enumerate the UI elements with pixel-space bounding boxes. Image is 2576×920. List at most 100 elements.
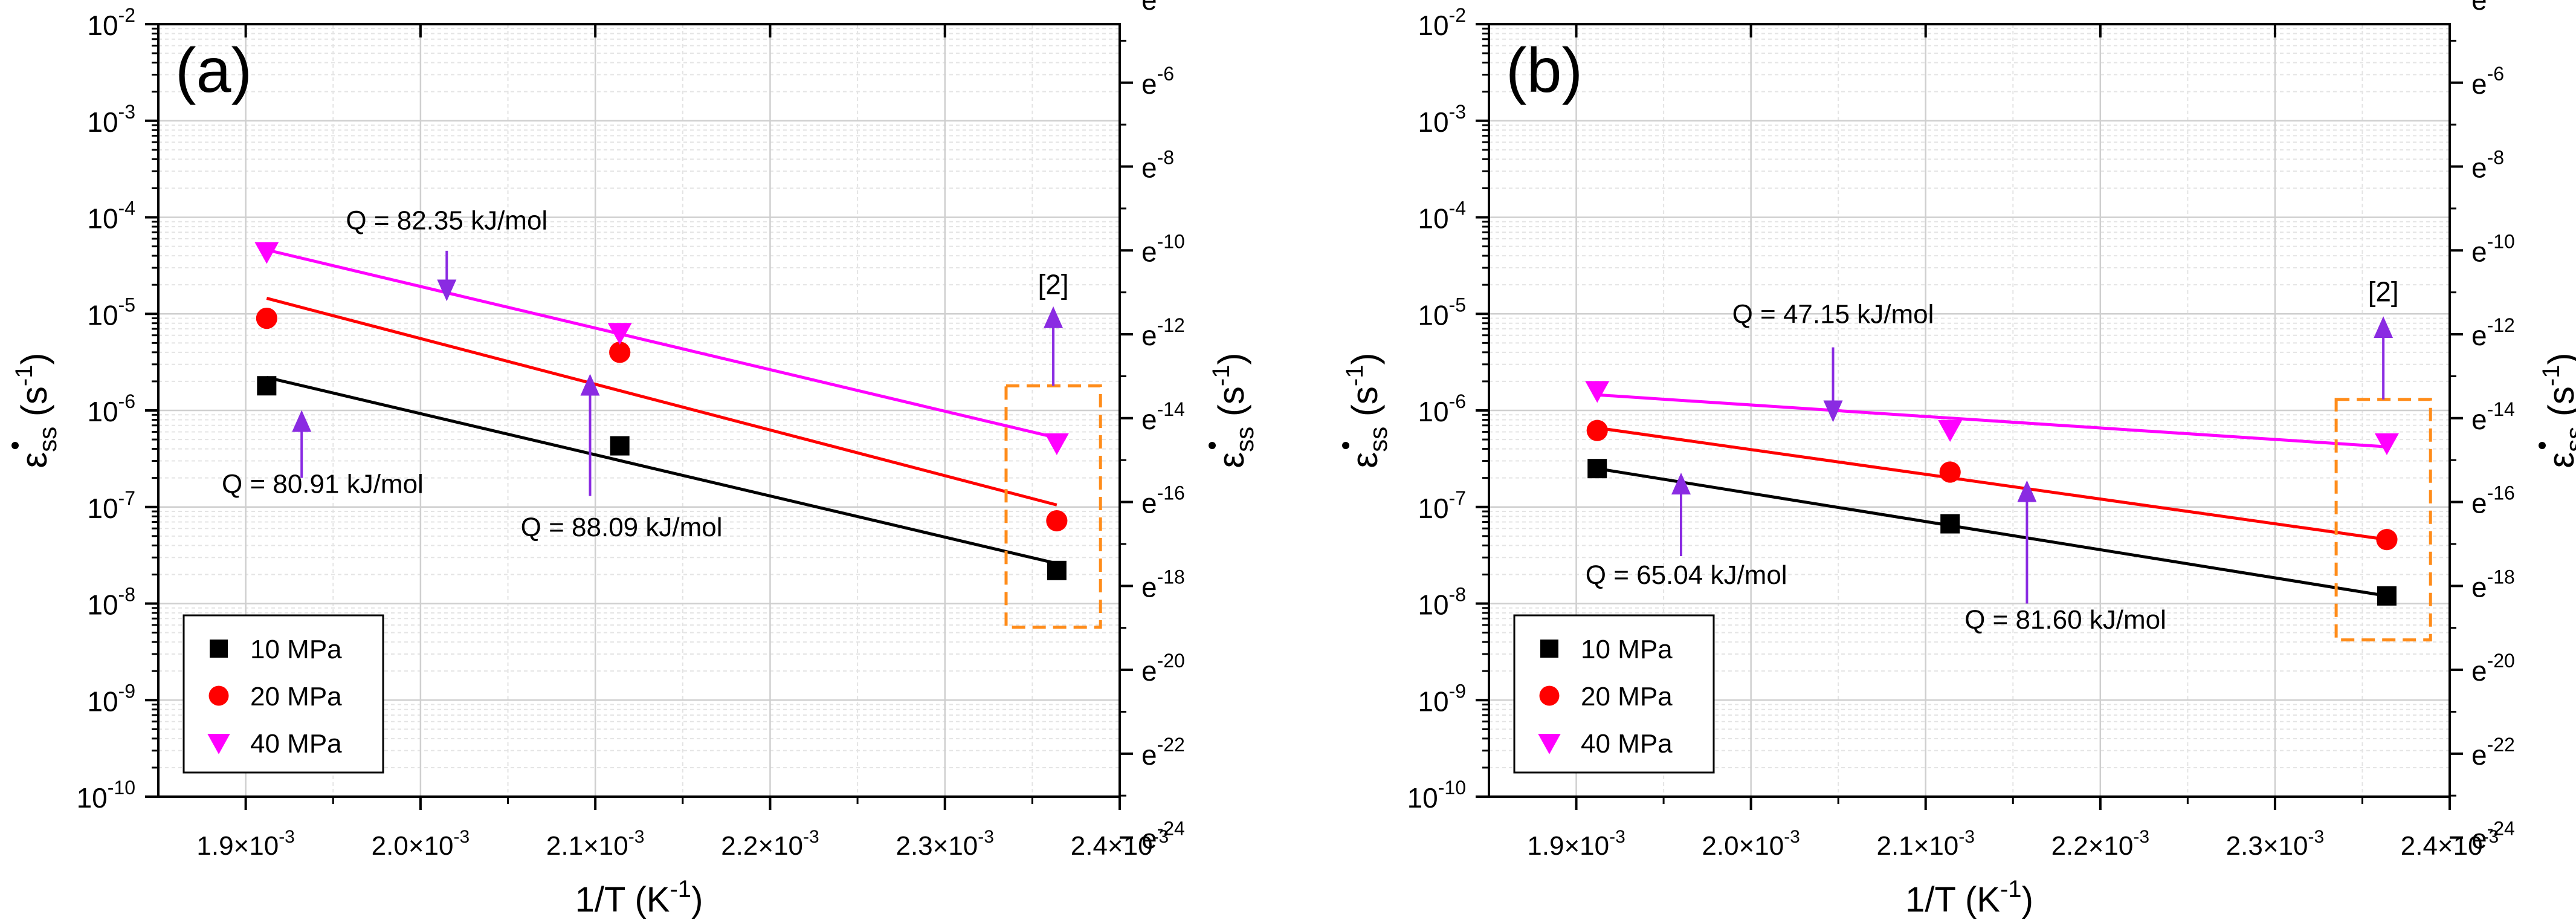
y-tick-exponent: -3 [118, 101, 135, 123]
y-axis-title-dot [11, 442, 19, 449]
y-tick-label: 10-4 [1418, 198, 1466, 235]
y-axis-title-units: (s [14, 386, 54, 427]
x-axis-title-sup: -1 [2000, 876, 2022, 902]
data-point-10-mpa [1587, 459, 1607, 479]
y-axis-title-epsilon: ε [1344, 452, 1385, 468]
data-point-10-mpa [610, 436, 630, 456]
y-tick-base: 10 [87, 396, 118, 427]
legend-marker [208, 685, 229, 706]
y-axis-title-sub: ss [2560, 427, 2576, 452]
y-right-tick-label: e-22 [1141, 734, 1185, 771]
y-tick-exponent: -7 [1449, 487, 1466, 509]
y-right-tick-base: e [2471, 571, 2487, 603]
y-tick-exponent: -10 [1438, 777, 1466, 799]
x-tick-mantissa: 2.4×10 [1071, 831, 1153, 861]
y-right-tick-label: e-12 [2471, 314, 2515, 351]
y-axis-title-close: ) [1211, 353, 1251, 365]
y-right-tick-exponent: -22 [1157, 734, 1185, 756]
y-tick-exponent: -5 [1449, 294, 1466, 316]
y-axis-title-sub: ss [33, 427, 62, 452]
y-right-tick-exponent: -22 [2487, 734, 2515, 756]
y-right-tick-exponent: -6 [1157, 63, 1174, 85]
data-point-40-mpa [1044, 433, 1069, 455]
y-right-tick-exponent: -14 [1157, 398, 1185, 420]
y-tick-base: 10 [1418, 10, 1448, 41]
legend: 10 MPa 20 MPa 40 MPa [1513, 614, 1715, 774]
annotation-label: Q = 65.04 kJ/mol [1586, 560, 1787, 590]
x-tick-label: 2.4×10-3 [2401, 827, 2499, 861]
y-tick-label: 10-5 [1418, 294, 1466, 331]
y-tick-exponent: -9 [1449, 680, 1466, 702]
y-right-tick-exponent: -20 [2487, 650, 2515, 672]
y-axis-title-units: (s [2541, 386, 2576, 427]
x-tick-mantissa: 2.4×10 [2401, 831, 2483, 861]
y-axis-title-epsilon: ε [1211, 452, 1251, 468]
fit-lines [1596, 393, 2387, 598]
y-tick-base: 10 [1418, 203, 1448, 235]
y-right-tick-exponent: -12 [1157, 314, 1185, 336]
y-right-tick-label: e-20 [2471, 650, 2515, 687]
y-tick-exponent: -9 [118, 680, 135, 702]
y-right-tick-label: e-14 [1141, 398, 1185, 435]
y-right-tick-base: e [2471, 320, 2487, 351]
y-tick-base: 10 [87, 203, 118, 235]
reference-label: [2] [2368, 276, 2399, 307]
y-right-tick-exponent: -24 [1157, 818, 1185, 840]
data-point-20-mpa [2376, 529, 2398, 551]
x-tick-exponent: -3 [1784, 827, 1800, 847]
x-tick-exponent: -3 [803, 827, 819, 847]
panel-b: 1.9×10-3 2.0×10-3 2.1×10-3 2.2×10-3 2.3×10-3… [1341, 0, 2576, 919]
data-point-40-mpa [1938, 420, 1963, 442]
y-right-tick-base: e [2471, 488, 2487, 519]
x-tick-mantissa: 2.0×10 [1702, 831, 1784, 861]
y-right-tick-exponent: -16 [2487, 482, 2515, 504]
annotation-label: Q = 88.09 kJ/mol [521, 513, 723, 542]
legend-marker [1539, 685, 1560, 706]
data-point-40-mpa [607, 323, 632, 345]
y-tick-base: 10 [1418, 396, 1448, 427]
y-axis-title-sup: -1 [1341, 365, 1368, 387]
y-axis-title-text: εss (s-1) [11, 353, 62, 468]
y-tick-label: 10-2 [1418, 4, 1466, 41]
y-right-tick-label: e-24 [1141, 818, 1185, 855]
y-right-tick-exponent: -12 [2487, 314, 2515, 336]
y-right-tick-base: e [1141, 68, 1157, 100]
annotations: Q = 82.35 kJ/mol Q = 80.91 kJ/mol Q = 88.0… [222, 206, 722, 542]
y-right-tick-exponent: -18 [2487, 566, 2515, 588]
x-tick-mantissa: 2.3×10 [896, 831, 978, 861]
data-point-40-mpa [1585, 381, 1610, 403]
x-axis-ticks: 1.9×10-3 2.0×10-3 2.1×10-3 2.2×10-3 2.3×10-3… [1527, 24, 2499, 861]
x-tick-label: 2.3×10-3 [2226, 827, 2325, 861]
y-axis-title-text: εss (s-1) [1208, 353, 1259, 468]
y-axis-title-close: ) [2541, 353, 2576, 365]
reference-label: [2] [1038, 269, 1068, 300]
y-right-tick-exponent: -10 [2487, 230, 2515, 252]
x-tick-label: 1.9×10-3 [1527, 827, 1625, 861]
y-tick-exponent: -7 [118, 487, 135, 509]
y-right-tick-label: e-18 [2471, 566, 2515, 603]
y-axis-title-dot [1209, 442, 1216, 449]
legend-label: 10 MPa [1581, 635, 1673, 664]
y-right-tick-base: e [2471, 655, 2487, 687]
y-tick-label: 10-3 [1418, 101, 1466, 138]
y-axis-title-units: (s [1211, 386, 1251, 427]
legend-label: 20 MPa [1581, 682, 1673, 711]
legend-label: 40 MPa [1581, 729, 1673, 759]
annotation-label: Q = 80.91 kJ/mol [222, 469, 424, 499]
legend-marker [207, 734, 230, 754]
y-tick-base: 10 [1418, 589, 1448, 621]
y-axis-title-right: εss (s-1) [1208, 353, 1259, 468]
y-tick-label: 10-6 [1418, 390, 1466, 427]
y-right-tick-base: e [2471, 68, 2487, 100]
x-axis-title: 1/T (K-1) [1905, 876, 2033, 919]
data-point-20-mpa [256, 307, 277, 329]
legend: 10 MPa 20 MPa 40 MPa [182, 614, 384, 774]
data-point-40-mpa [254, 242, 279, 264]
y-tick-exponent: -8 [1449, 584, 1466, 606]
x-tick-mantissa: 2.3×10 [2226, 831, 2308, 861]
legend-marker [1538, 734, 1561, 754]
legend-label: 40 MPa [250, 729, 342, 759]
y-right-tick-label: e-16 [2471, 482, 2515, 519]
y-right-tick-base: e [2471, 152, 2487, 184]
